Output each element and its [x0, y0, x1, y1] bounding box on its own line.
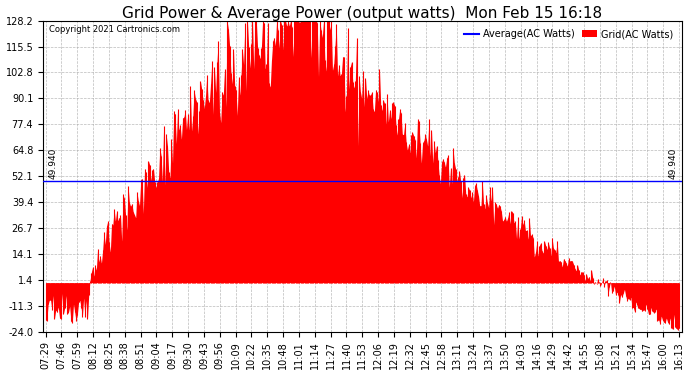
Legend: Average(AC Watts), Grid(AC Watts): Average(AC Watts), Grid(AC Watts) [460, 26, 677, 43]
Text: 49.940: 49.940 [48, 147, 57, 178]
Text: Copyright 2021 Cartronics.com: Copyright 2021 Cartronics.com [50, 25, 180, 34]
Text: 49.940: 49.940 [669, 147, 678, 178]
Title: Grid Power & Average Power (output watts)  Mon Feb 15 16:18: Grid Power & Average Power (output watts… [122, 6, 602, 21]
